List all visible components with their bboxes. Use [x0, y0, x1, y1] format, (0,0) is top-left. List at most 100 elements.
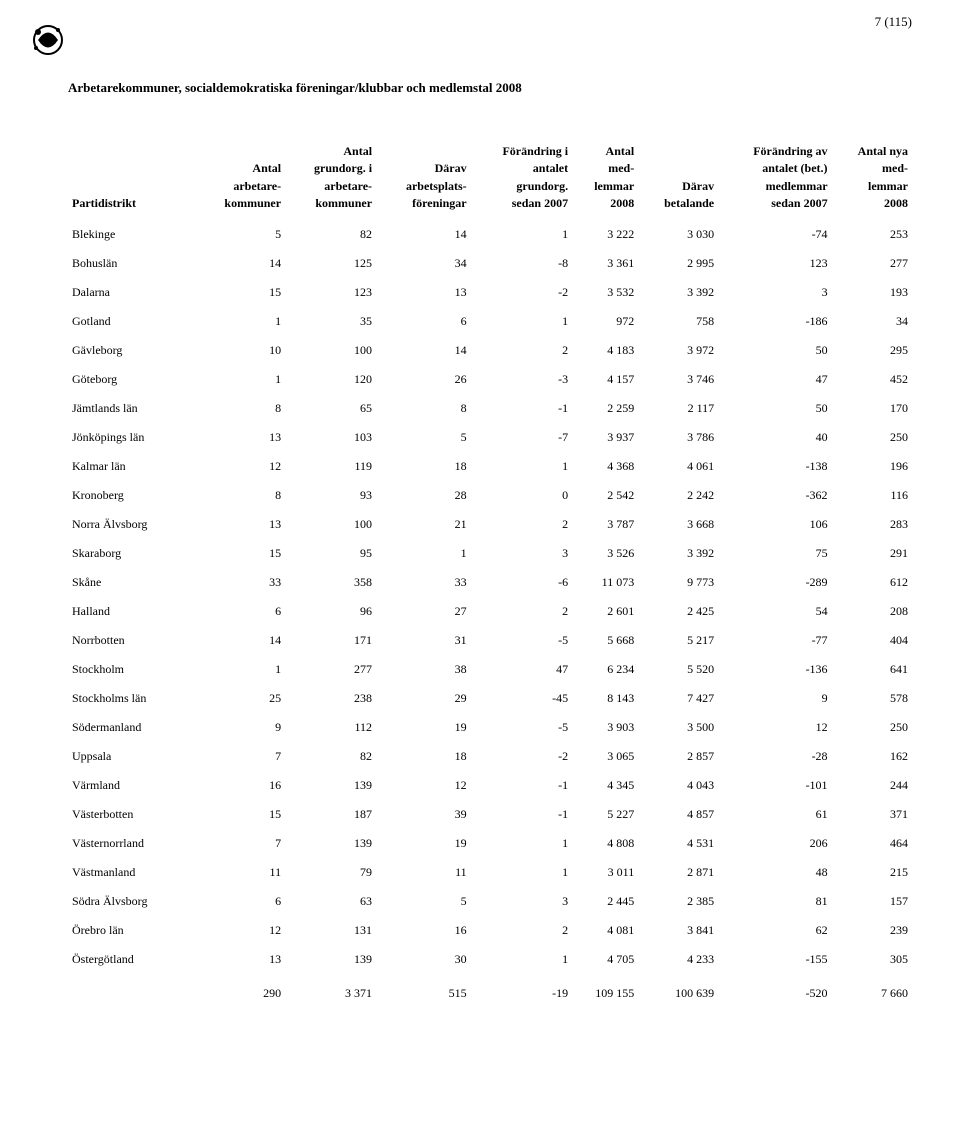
value-cell: 3 668 — [638, 510, 718, 539]
value-cell: -1 — [471, 800, 572, 829]
value-cell: 7 — [196, 742, 285, 771]
page: 7 (115) Arbetarekommuner, socialdemokrat… — [0, 0, 960, 1048]
value-cell: 13 — [376, 278, 471, 307]
header-label: föreningar — [380, 195, 467, 212]
value-cell: 18 — [376, 452, 471, 481]
header-label: sedan 2007 — [722, 195, 827, 212]
value-cell: 250 — [832, 423, 912, 452]
value-cell: 187 — [285, 800, 376, 829]
value-cell: 63 — [285, 887, 376, 916]
value-cell: 2 117 — [638, 394, 718, 423]
value-cell: 5 217 — [638, 626, 718, 655]
value-cell: 239 — [832, 916, 912, 945]
district-cell: Stockholms län — [68, 684, 196, 713]
value-cell: 244 — [832, 771, 912, 800]
table-row: Bohuslän1412534-83 3612 995123277 — [68, 249, 912, 278]
table-row: Göteborg112026-34 1573 74647452 — [68, 365, 912, 394]
value-cell: 3 392 — [638, 539, 718, 568]
table-row: Västernorrland71391914 8084 531206464 — [68, 829, 912, 858]
data-table: Partidistrikt Antal arbetare- kommuner A… — [68, 136, 912, 1008]
header-label: sedan 2007 — [475, 195, 568, 212]
value-cell: 8 — [376, 394, 471, 423]
value-cell: 19 — [376, 713, 471, 742]
value-cell: 4 043 — [638, 771, 718, 800]
header-label: Förändring i — [475, 143, 568, 160]
value-cell: 2 — [471, 597, 572, 626]
value-cell: -5 — [471, 713, 572, 742]
table-header-row: Partidistrikt Antal arbetare- kommuner A… — [68, 136, 912, 220]
value-cell: 3 532 — [572, 278, 638, 307]
value-cell: -101 — [718, 771, 831, 800]
totals-cell: 7 660 — [832, 974, 912, 1008]
value-cell: 139 — [285, 945, 376, 974]
value-cell: -2 — [471, 278, 572, 307]
value-cell: 215 — [832, 858, 912, 887]
value-cell: 5 520 — [638, 655, 718, 684]
value-cell: 4 368 — [572, 452, 638, 481]
value-cell: 3 786 — [638, 423, 718, 452]
header-label: med- — [836, 160, 908, 177]
col-antal-nya-medlemmar: Antal nya med- lemmar 2008 — [832, 136, 912, 220]
header-label: lemmar — [836, 178, 908, 195]
header-label: med- — [576, 160, 634, 177]
value-cell: 238 — [285, 684, 376, 713]
value-cell: -1 — [471, 394, 572, 423]
header-label: Partidistrikt — [72, 195, 192, 212]
header-label: Därav — [642, 178, 714, 195]
value-cell: 3 972 — [638, 336, 718, 365]
value-cell: 157 — [832, 887, 912, 916]
table-row: Blekinge5821413 2223 030-74253 — [68, 220, 912, 249]
district-cell: Kronoberg — [68, 481, 196, 510]
value-cell: 2 242 — [638, 481, 718, 510]
value-cell: 162 — [832, 742, 912, 771]
value-cell: 2 857 — [638, 742, 718, 771]
value-cell: -8 — [471, 249, 572, 278]
value-cell: 371 — [832, 800, 912, 829]
logo-icon — [28, 20, 68, 60]
district-cell: Västernorrland — [68, 829, 196, 858]
value-cell: 578 — [832, 684, 912, 713]
value-cell: 1 — [196, 365, 285, 394]
value-cell: 65 — [285, 394, 376, 423]
table-row: Kronoberg8932802 5422 242-362116 — [68, 481, 912, 510]
totals-row: 2903 371515-19109 155100 639-5207 660 — [68, 974, 912, 1008]
district-cell: Gotland — [68, 307, 196, 336]
value-cell: 34 — [832, 307, 912, 336]
table-row: Skåne3335833-611 0739 773-289612 — [68, 568, 912, 597]
district-cell: Västerbotten — [68, 800, 196, 829]
value-cell: 295 — [832, 336, 912, 365]
value-cell: 12 — [718, 713, 831, 742]
value-cell: 13 — [196, 945, 285, 974]
value-cell: 2 — [471, 510, 572, 539]
value-cell: 38 — [376, 655, 471, 684]
value-cell: 1 — [196, 655, 285, 684]
value-cell: 8 — [196, 481, 285, 510]
value-cell: 3 500 — [638, 713, 718, 742]
value-cell: 8 143 — [572, 684, 638, 713]
value-cell: -6 — [471, 568, 572, 597]
value-cell: 2 259 — [572, 394, 638, 423]
value-cell: 4 061 — [638, 452, 718, 481]
value-cell: 106 — [718, 510, 831, 539]
header-label: arbetare- — [200, 178, 281, 195]
value-cell: 95 — [285, 539, 376, 568]
value-cell: 9 773 — [638, 568, 718, 597]
value-cell: 4 233 — [638, 945, 718, 974]
value-cell: 4 808 — [572, 829, 638, 858]
value-cell: -2 — [471, 742, 572, 771]
district-cell: Jönköpings län — [68, 423, 196, 452]
value-cell: 1 — [471, 945, 572, 974]
value-cell: 170 — [832, 394, 912, 423]
value-cell: 4 345 — [572, 771, 638, 800]
value-cell: 14 — [196, 626, 285, 655]
value-cell: 8 — [196, 394, 285, 423]
value-cell: 31 — [376, 626, 471, 655]
value-cell: 33 — [376, 568, 471, 597]
district-cell: Norrbotten — [68, 626, 196, 655]
value-cell: 139 — [285, 829, 376, 858]
value-cell: 3 361 — [572, 249, 638, 278]
value-cell: 3 526 — [572, 539, 638, 568]
value-cell: 11 073 — [572, 568, 638, 597]
value-cell: 758 — [638, 307, 718, 336]
table-row: Norrbotten1417131-55 6685 217-77404 — [68, 626, 912, 655]
